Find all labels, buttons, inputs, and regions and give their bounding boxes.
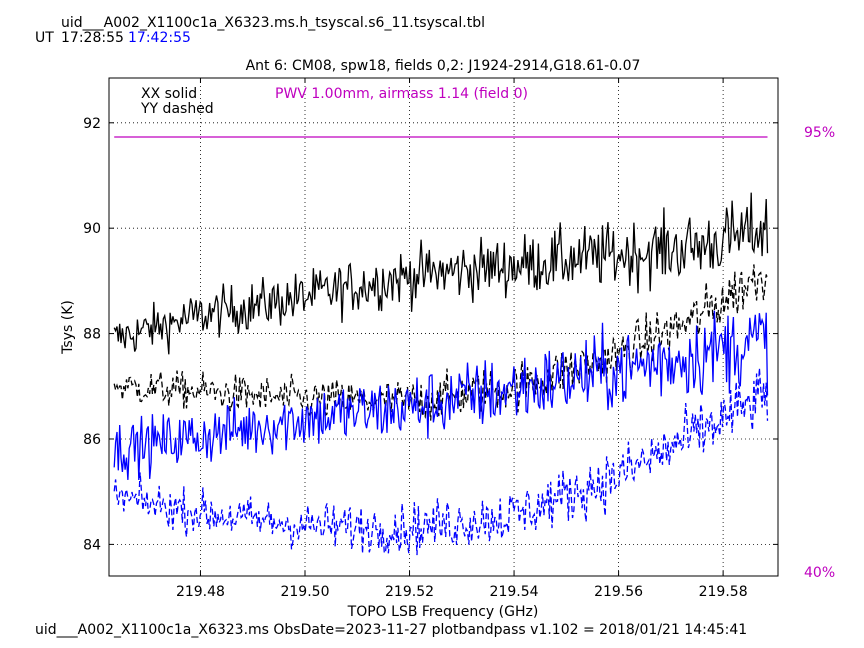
x-tick-label: 219.58 — [699, 584, 748, 600]
ut-label: UT — [35, 30, 54, 46]
time-start: 17:28:55 — [61, 30, 124, 46]
right-label-top: 95% — [804, 125, 835, 141]
x-tick-label: 219.50 — [280, 584, 329, 600]
right-label-bottom: 40% — [804, 565, 835, 581]
y-tick-label: 92 — [83, 116, 101, 132]
x-tick-label: 219.48 — [176, 584, 225, 600]
pwv-annotation: PWV 1.00mm, airmass 1.14 (field 0) — [275, 86, 528, 102]
series-line-0 — [113, 192, 769, 355]
x-tick-label: 219.56 — [594, 584, 643, 600]
filename-title: uid___A002_X1100c1a_X6323.ms.h_tsyscal.s… — [61, 15, 485, 31]
y-tick-label: 86 — [83, 432, 101, 448]
axis-ticks: 219.48 219.50 219.52 219.54 219.56 219.58 84 86… — [83, 78, 778, 600]
chart-title: Ant 6: CM08, spw18, fields 0,2: J1924-29… — [246, 58, 641, 74]
series-line-2 — [113, 310, 769, 481]
x-tick-label: 219.54 — [490, 584, 539, 600]
legend-yy: YY dashed — [140, 101, 214, 117]
grid-lines — [109, 78, 778, 576]
footer-text: uid___A002_X1100c1a_X6323.ms ObsDate=202… — [35, 622, 748, 638]
time-end: 17:42:55 — [128, 30, 191, 46]
plot-frame — [108, 77, 779, 577]
y-axis-label: Tsys (K) — [60, 300, 76, 355]
series-group — [113, 136, 769, 556]
y-tick-label: 84 — [83, 537, 101, 553]
series-line-1 — [113, 264, 769, 421]
series-line-3 — [113, 368, 769, 556]
y-tick-label: 88 — [83, 327, 101, 343]
x-tick-label: 219.52 — [385, 584, 434, 600]
legend-xx: XX solid — [141, 86, 197, 102]
y-tick-label: 90 — [83, 221, 101, 237]
x-axis-label: TOPO LSB Frequency (GHz) — [347, 604, 539, 620]
